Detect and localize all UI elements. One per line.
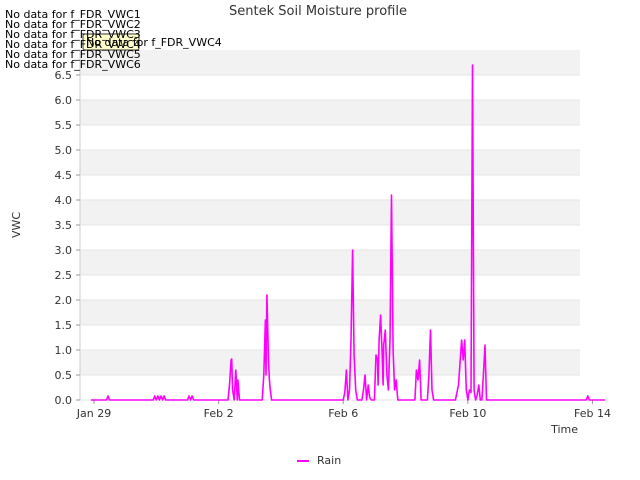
y-tick-label: 2.0 <box>55 294 73 307</box>
y-tick-label: 6.0 <box>55 94 73 107</box>
plot-band <box>80 250 580 275</box>
no-data-message: No data for f_FDR_VWC4 <box>5 38 141 51</box>
plot-band <box>80 150 580 175</box>
no-data-message: No data for f_FDR_VWC5 <box>5 48 141 61</box>
x-tick-label: Feb 10 <box>449 407 486 420</box>
y-tick-label: 2.5 <box>55 269 73 282</box>
legend-label-rain: Rain <box>317 454 341 467</box>
plot-bands <box>80 50 580 375</box>
plot-band <box>80 200 580 225</box>
y-tick-label: 3.0 <box>55 244 73 257</box>
chart-title: Sentek Soil Moisture profile <box>229 4 407 19</box>
plot-band <box>80 50 580 75</box>
y-tick-label: 0.0 <box>55 394 73 407</box>
series-lines <box>90 64 605 401</box>
tooltip-box <box>82 33 140 51</box>
plot-band <box>80 300 580 325</box>
y-tick-label: 6.5 <box>55 69 73 82</box>
y-tick-label: 1.5 <box>55 319 73 332</box>
y-tick-label: 5.0 <box>55 144 73 157</box>
x-tick-label: Feb 6 <box>328 407 358 420</box>
no-data-message: No data for f_FDR_VWC3 <box>5 28 141 41</box>
y-ticks: 0.0 0.5 1.0 1.5 2.0 2.5 3.0 3.5 4.0 4.5 5.0 5.5 6.0 6… <box>55 69 580 407</box>
no-data-message: No data for f_FDR_VWC2 <box>5 18 141 31</box>
x-tick-label: Feb 14 <box>574 407 611 420</box>
series-line-rain <box>90 64 605 401</box>
x-tick-label: Feb 2 <box>204 407 234 420</box>
plot-band <box>80 100 580 125</box>
y-tick-label: 0.5 <box>55 369 73 382</box>
y-tick-label: 4.5 <box>55 169 73 182</box>
y-axis-label: VWC <box>10 212 23 238</box>
y-tick-label: 4.0 <box>55 194 73 207</box>
x-ticks: Jan 29 Feb 2 Feb 6 Feb 10 Feb 14 <box>76 400 611 420</box>
no-data-message: No data for f_FDR_VWC6 <box>5 58 141 71</box>
y-tick-label: 3.5 <box>55 219 73 232</box>
plot-band <box>80 350 580 375</box>
no-data-message: No data for f_FDR_VWC1 <box>5 8 141 21</box>
y-tick-label: 1.0 <box>55 344 73 357</box>
x-tick-label: Jan 29 <box>76 407 111 420</box>
x-axis-label: Time <box>550 423 578 436</box>
tooltip-label: No data for f_FDR_VWC4 <box>86 36 222 49</box>
y-tick-label: 5.5 <box>55 119 73 132</box>
